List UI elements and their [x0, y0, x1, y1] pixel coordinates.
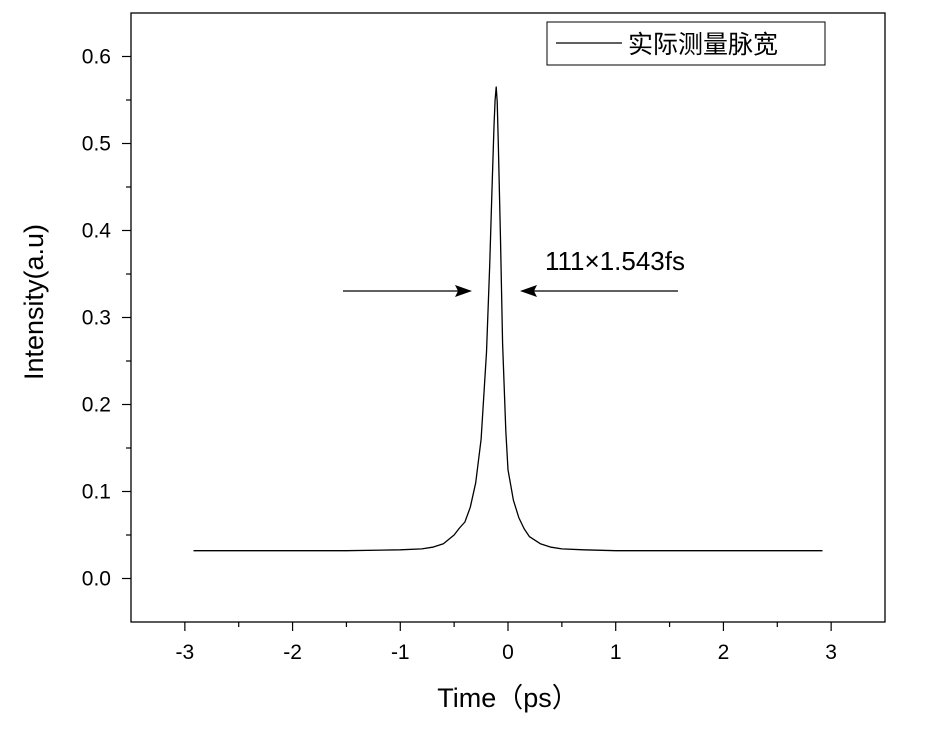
- x-tick-label: -3: [176, 641, 195, 664]
- y-tick-label: 0.0: [82, 568, 111, 591]
- left-arrow-head: [455, 285, 472, 297]
- x-axis-ticks: -3 -2 -1 0 1 2 3: [176, 622, 837, 664]
- x-tick-label: -1: [391, 641, 410, 664]
- x-axis-title: Time（ps）: [437, 683, 579, 713]
- fwhm-annotation: 111×1.543fs: [343, 246, 685, 297]
- x-tick-label: 2: [718, 641, 730, 664]
- y-tick-label: 0.1: [82, 481, 111, 504]
- series-layer: [193, 86, 823, 552]
- pulse-series-line: [193, 86, 823, 552]
- y-tick-label: 0.2: [82, 394, 111, 417]
- y-tick-label: 0.5: [82, 133, 111, 156]
- plot-frame: [130, 12, 886, 623]
- y-tick-label: 0.3: [82, 307, 111, 330]
- y-axis-title: Intensity(a.u): [19, 224, 49, 380]
- x-tick-label: 3: [825, 641, 837, 664]
- x-tick-label: 1: [610, 641, 622, 664]
- x-tick-label: -2: [283, 641, 302, 664]
- legend: 实际测量脉宽: [546, 21, 826, 66]
- legend-series-label: 实际测量脉宽: [628, 30, 778, 59]
- fwhm-label: 111×1.543fs: [545, 246, 685, 276]
- y-tick-label: 0.4: [82, 220, 112, 243]
- y-axis-ticks: 0.0 0.1 0.2 0.3 0.4 0.5 0.6: [82, 46, 131, 591]
- x-tick-label: 0: [502, 641, 514, 664]
- y-tick-label: 0.6: [82, 46, 111, 69]
- right-arrow-head: [520, 285, 537, 297]
